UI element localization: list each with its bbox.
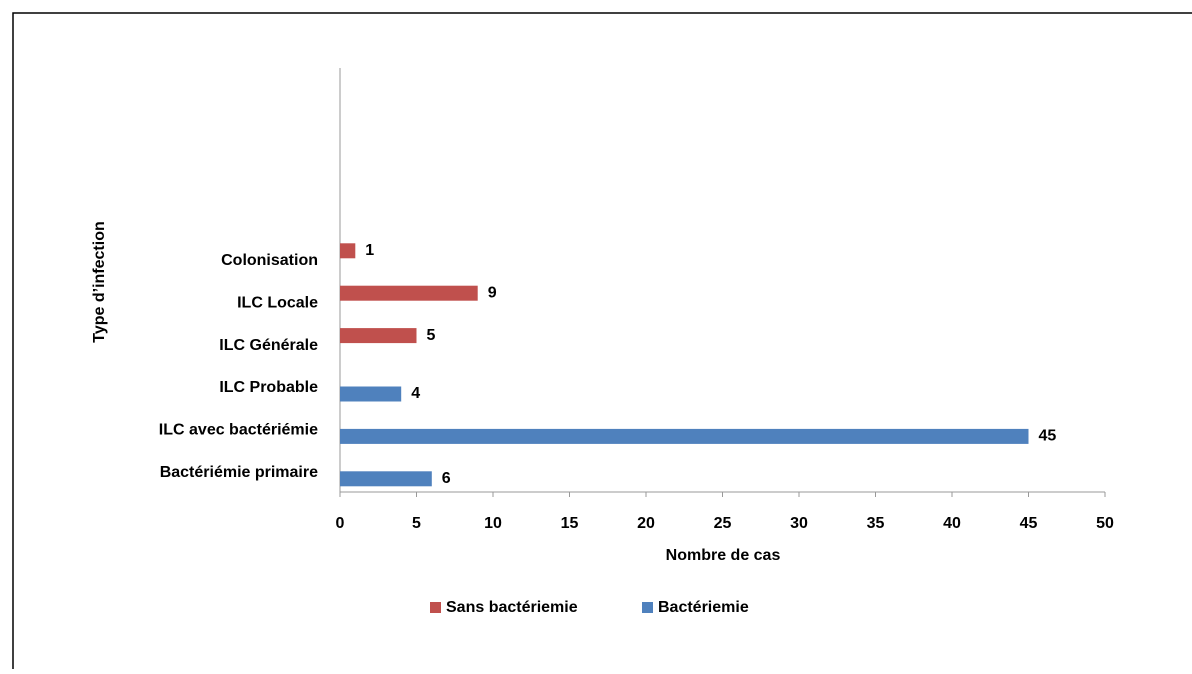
y-tick-label: ILC Probable [219, 379, 318, 396]
data-label: 45 [1039, 428, 1057, 445]
data-label: 4 [411, 385, 420, 402]
x-tick-label: 5 [412, 515, 421, 532]
x-tick-label: 30 [790, 515, 808, 532]
x-axis-title: Nombre de cas [666, 547, 781, 564]
x-tick-label: 10 [484, 515, 502, 532]
x-tick-label: 15 [561, 515, 579, 532]
y-tick-label: ILC avec bactériémie [159, 422, 318, 439]
data-label: 6 [442, 470, 451, 487]
data-label: 5 [427, 327, 436, 344]
legend-label: Bactériemie [658, 599, 749, 616]
x-tick-label: 20 [637, 515, 655, 532]
bar [340, 243, 356, 259]
legend-swatch [430, 602, 441, 613]
y-axis-title: Type d’infection [91, 221, 108, 342]
y-tick-label: Colonisation [221, 252, 318, 269]
x-tick-label: 45 [1020, 515, 1038, 532]
legend-label: Sans bactériemie [446, 599, 578, 616]
y-tick-label: Bactériémie primaire [160, 464, 318, 481]
x-tick-label: 35 [867, 515, 885, 532]
chart-frame [12, 12, 1192, 674]
x-tick-label: 25 [714, 515, 732, 532]
data-label: 1 [365, 242, 374, 259]
bar [340, 386, 402, 402]
y-tick-label: ILC Générale [219, 337, 318, 354]
bar [340, 328, 417, 344]
x-tick-label: 50 [1096, 515, 1114, 532]
bar [340, 285, 478, 301]
data-label: 9 [488, 284, 497, 301]
bar [340, 471, 432, 487]
x-tick-label: 40 [943, 515, 961, 532]
bar [340, 428, 1029, 444]
y-tick-label: ILC Locale [237, 294, 318, 311]
x-tick-label: 0 [336, 515, 345, 532]
legend-swatch [642, 602, 653, 613]
